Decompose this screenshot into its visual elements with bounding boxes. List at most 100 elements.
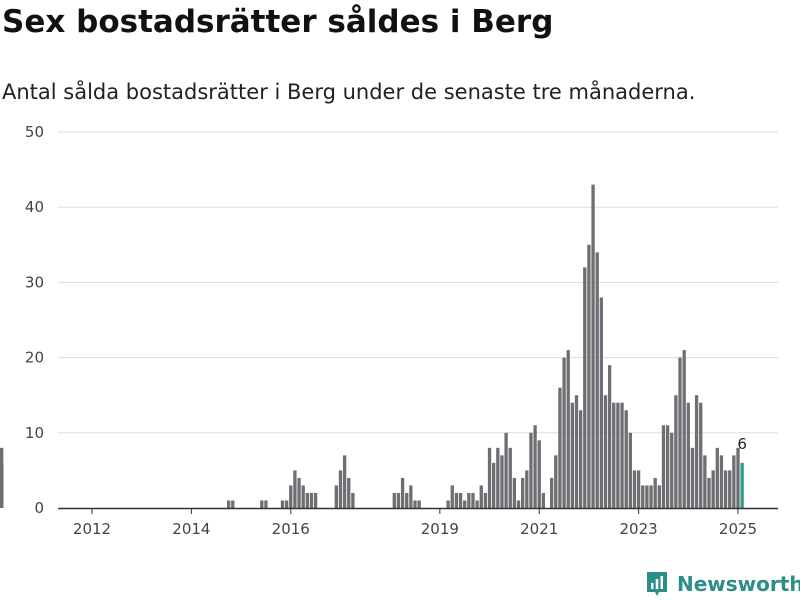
- bar: [351, 492, 355, 508]
- bar: [616, 402, 620, 508]
- bar: [591, 184, 595, 508]
- bar: [636, 470, 641, 508]
- bar: [632, 470, 637, 508]
- bar: [508, 447, 512, 508]
- bar: [392, 492, 396, 508]
- bar: [309, 492, 314, 508]
- bar: [231, 500, 235, 508]
- bar: [409, 485, 413, 508]
- bar: [612, 402, 616, 508]
- bar: [305, 492, 309, 508]
- brand-name: Newsworthy: [677, 572, 800, 596]
- bar: [723, 470, 728, 508]
- bar: [570, 402, 575, 508]
- bar: [703, 455, 707, 508]
- bar: [521, 477, 525, 508]
- bar: [554, 455, 558, 508]
- bar: [260, 500, 264, 508]
- newsworthy-logo-icon: [647, 572, 667, 596]
- bar: [657, 485, 661, 508]
- y-tick-label: 20: [25, 349, 44, 367]
- bar: [670, 432, 674, 508]
- bar: [400, 477, 405, 508]
- bar: [500, 455, 504, 508]
- bar: [678, 357, 682, 508]
- data-label: 6: [737, 435, 747, 453]
- bar: [450, 485, 454, 508]
- bar: [446, 500, 450, 508]
- bar: [492, 462, 496, 508]
- bar: [313, 492, 318, 508]
- bar: [487, 447, 492, 508]
- bar: [682, 350, 686, 508]
- bar: [226, 500, 231, 508]
- bar: [578, 410, 583, 508]
- bar: [541, 492, 546, 508]
- brand-logo: Newsworthy: [645, 570, 800, 598]
- bar: [719, 455, 724, 508]
- bar: [301, 485, 305, 508]
- bar: [483, 492, 488, 508]
- bar: [284, 500, 289, 508]
- bar: [699, 402, 703, 508]
- x-tick-label: 2025: [719, 520, 757, 538]
- bar: [583, 267, 587, 508]
- bar: [624, 410, 628, 508]
- gridlines: [58, 131, 778, 434]
- bar: [0, 462, 4, 508]
- bar: [512, 477, 517, 508]
- bar: [293, 470, 297, 508]
- bar: [732, 455, 736, 508]
- bar: [467, 492, 471, 508]
- bar: [516, 500, 521, 508]
- bar: [736, 447, 740, 508]
- bar: [587, 244, 591, 509]
- bar: [690, 447, 695, 508]
- bar: [289, 485, 293, 508]
- bar: [525, 470, 529, 508]
- bar: [653, 477, 657, 508]
- bar: [603, 395, 608, 508]
- bar: [549, 477, 554, 508]
- y-tick-label: 0: [34, 499, 44, 517]
- x-tick-label: 2012: [73, 520, 111, 538]
- page-subtitle: Antal sålda bostadsrätter i Berg under d…: [2, 80, 696, 104]
- bar: [537, 440, 541, 508]
- x-tick-label: 2021: [520, 520, 558, 538]
- bar: [645, 485, 649, 508]
- bar: [665, 425, 670, 508]
- page-title: Sex bostadsrätter såldes i Berg: [2, 4, 554, 40]
- bar: [496, 447, 500, 508]
- bar: [728, 470, 732, 508]
- x-tick-label: 2014: [172, 520, 210, 538]
- bar: [607, 365, 612, 508]
- bar: [454, 492, 459, 508]
- bar: [674, 395, 678, 508]
- bar: [342, 455, 347, 508]
- bar: [396, 492, 401, 508]
- bar: [533, 425, 537, 508]
- y-tick-label: 10: [25, 424, 44, 442]
- x-axis-ticks: 2012 2014 2016 2019 2021 2023 2025: [73, 508, 757, 538]
- x-tick-label: 2019: [421, 520, 459, 538]
- bar: [694, 395, 699, 508]
- bar: [707, 477, 711, 508]
- bar: [347, 477, 351, 508]
- bar: [620, 402, 624, 508]
- bar: [628, 432, 632, 508]
- x-tick-label: 2023: [620, 520, 658, 538]
- bar: [686, 402, 690, 508]
- bar: [595, 252, 599, 508]
- bar: [599, 297, 604, 508]
- y-tick-label: 40: [25, 198, 44, 216]
- bar: [280, 500, 285, 508]
- bar: [562, 357, 566, 508]
- bar: [413, 500, 417, 508]
- bar: [405, 492, 409, 508]
- bar: [566, 350, 570, 508]
- bar: [338, 470, 343, 508]
- y-tick-label: 30: [25, 273, 44, 291]
- data-labels: 6: [737, 435, 747, 453]
- bar: [740, 462, 744, 508]
